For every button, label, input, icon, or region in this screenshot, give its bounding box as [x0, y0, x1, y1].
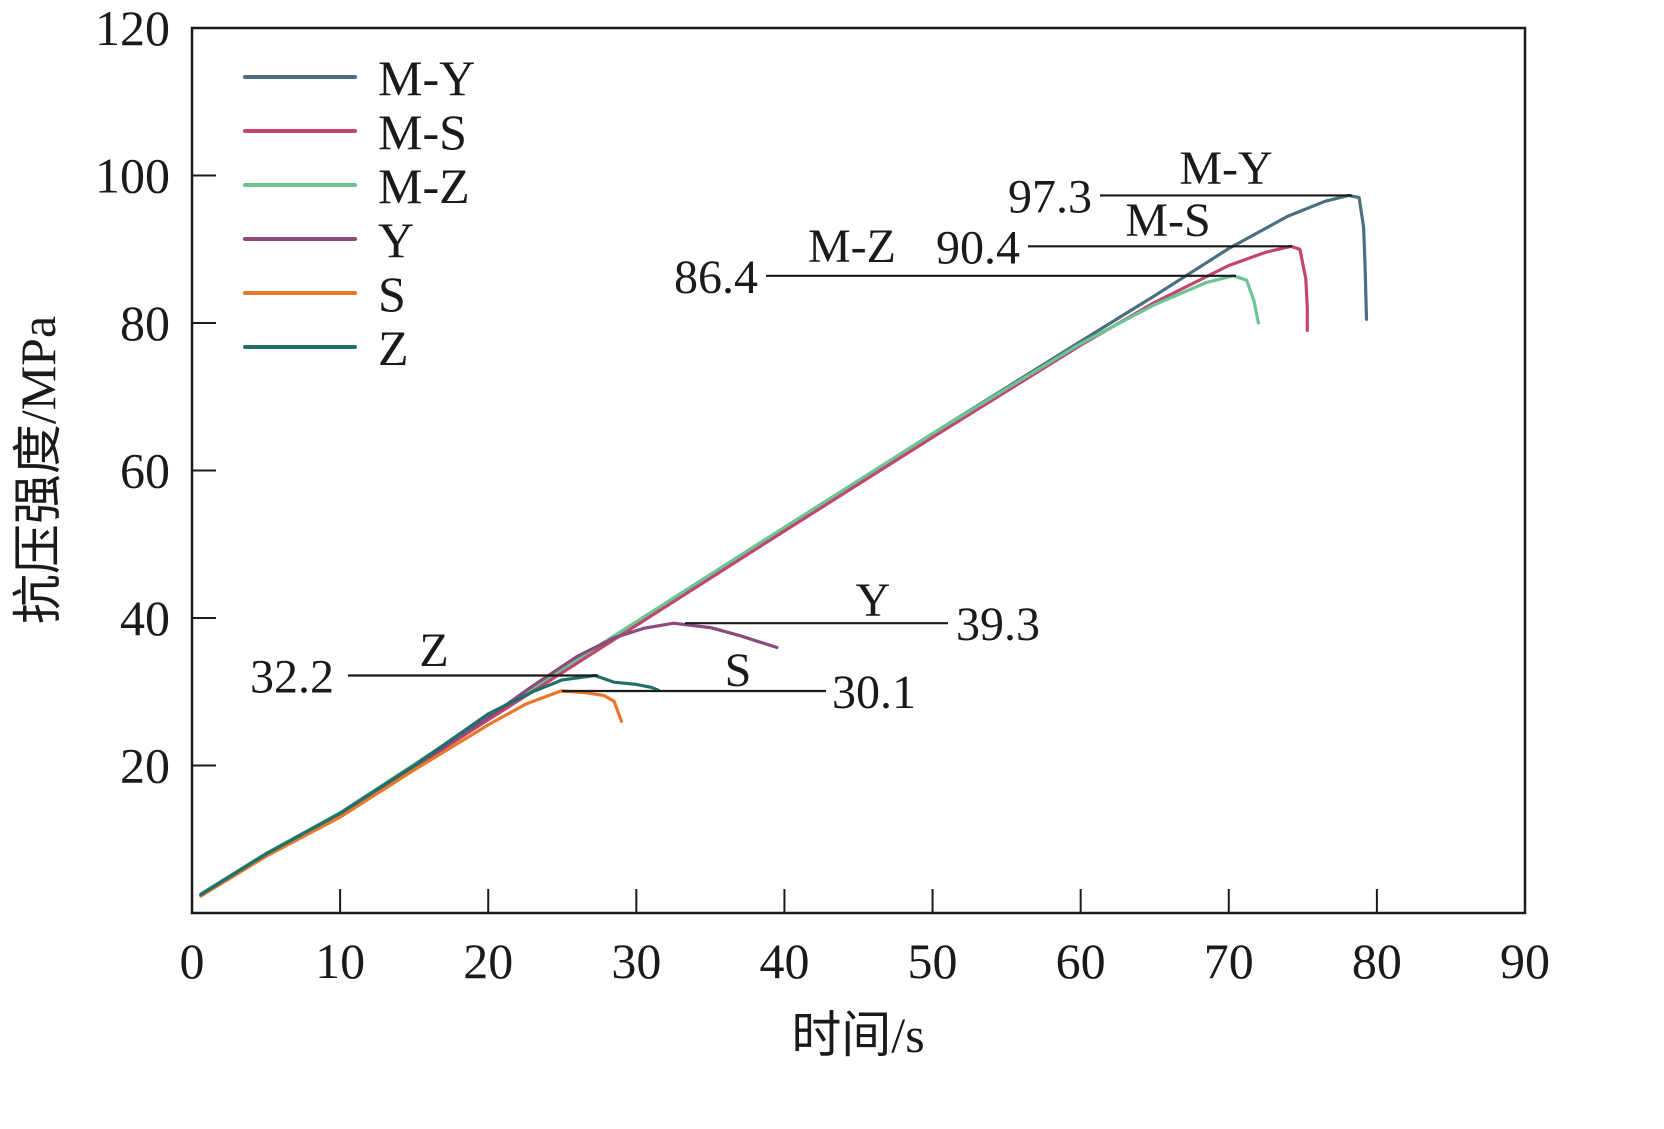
x-tick-label-50: 50: [908, 933, 958, 989]
y-tick-label-40: 40: [120, 590, 170, 646]
peak-label-y: Y: [856, 574, 891, 627]
x-tick-label-10: 10: [315, 933, 365, 989]
peak-annotations: 97.3 M-Y 90.4 M-S 86.4 M-Z 39.3 Y 32.2 Z 30.1 S: [250, 142, 1352, 719]
peak-value-m-z: 86.4: [674, 251, 758, 304]
y-tick-label-60: 60: [120, 443, 170, 499]
peak-label-m-y: M-Y: [1179, 142, 1272, 195]
x-tick-label-30: 30: [611, 933, 661, 989]
peak-value-y: 39.3: [956, 598, 1040, 651]
x-tick-label-40: 40: [759, 933, 809, 989]
y-tick-label-80: 80: [120, 295, 170, 351]
y-tick-label-20: 20: [120, 738, 170, 794]
peak-label-m-s: M-S: [1125, 194, 1210, 247]
legend-label-y: Y: [378, 212, 414, 268]
peak-value-z: 32.2: [250, 651, 334, 704]
legend-label-s: S: [378, 266, 406, 322]
peak-label-m-z: M-Z: [808, 220, 896, 273]
x-axis-title: 时间/s: [791, 1007, 924, 1063]
peak-value-m-y: 97.3: [1008, 170, 1092, 223]
x-tick-label-70: 70: [1204, 933, 1254, 989]
peak-label-s: S: [725, 644, 752, 697]
y-tick-label-100: 100: [95, 148, 170, 204]
peak-value-s: 30.1: [832, 666, 916, 719]
peak-label-z: Z: [419, 624, 448, 677]
x-tick-label-90: 90: [1500, 933, 1550, 989]
x-tick-label-80: 80: [1352, 933, 1402, 989]
legend-label-z: Z: [378, 320, 409, 376]
x-tick-label-20: 20: [463, 933, 513, 989]
x-tick-label-0: 0: [180, 933, 205, 989]
legend-label-m-s: M-S: [378, 104, 467, 160]
series-line-s: [199, 689, 624, 898]
peak-value-m-s: 90.4: [936, 221, 1020, 274]
x-tick-label-60: 60: [1056, 933, 1106, 989]
plot-marks: [199, 193, 1369, 898]
axis-ticks: 0 10 20 30 40 50 60 70 80 90 20 40 60 80 100 120: [95, 0, 1550, 989]
legend-label-m-y: M-Y: [378, 50, 475, 106]
legend-label-m-z: M-Z: [378, 158, 470, 214]
y-axis-title: 抗压强度/MPa: [10, 316, 66, 624]
series-line-z: [199, 673, 661, 897]
y-tick-label-120: 120: [95, 0, 170, 56]
